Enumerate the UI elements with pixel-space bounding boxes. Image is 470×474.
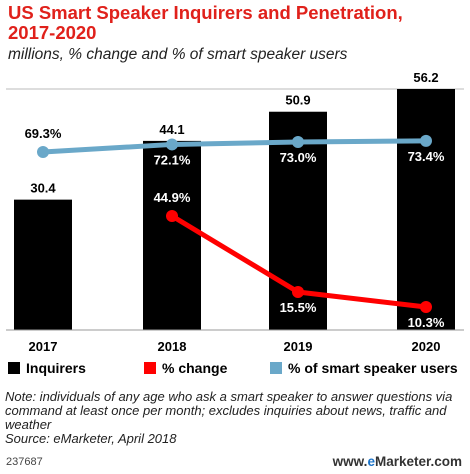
label-users-2017: 69.3% xyxy=(25,126,62,141)
point-change-2019 xyxy=(292,286,304,298)
label-users-2018: 72.1% xyxy=(154,152,191,167)
bar-label-2020: 56.2 xyxy=(413,70,438,85)
legend-swatch-inquirers xyxy=(8,362,20,374)
legend-item-inquirers: Inquirers xyxy=(8,360,86,376)
point-users-2020 xyxy=(420,134,432,147)
point-change-2020 xyxy=(420,301,432,313)
x-tick-2020: 2020 xyxy=(412,339,441,354)
point-users-2018 xyxy=(166,138,178,151)
chart-title: US Smart Speaker Inquirers and Penetrati… xyxy=(8,2,403,43)
label-change-2018: 44.9% xyxy=(154,190,191,205)
label-users-2019: 73.0% xyxy=(280,150,317,165)
legend: Inquirers % change % of smart speaker us… xyxy=(0,360,470,382)
point-users-2017 xyxy=(37,146,49,158)
footnote: Note: individuals of any age who ask a s… xyxy=(5,390,465,446)
label-change-2019: 15.5% xyxy=(280,300,317,315)
bar-label-2019: 50.9 xyxy=(285,93,310,108)
chart-subtitle: millions, % change and % of smart speake… xyxy=(8,46,348,63)
bar-label-2017: 30.4 xyxy=(30,181,56,196)
footnote-note: Note: individuals of any age who ask a s… xyxy=(5,389,453,432)
series-line-users xyxy=(42,138,427,155)
x-tick-2019: 2019 xyxy=(284,339,313,354)
brand-e: e xyxy=(367,454,375,469)
bar-label-2018: 44.1 xyxy=(159,122,184,137)
legend-swatch-change xyxy=(144,362,156,374)
legend-swatch-users xyxy=(270,362,282,374)
combo-chart: 30.4 44.1 50.9 56.2 2017 2018 2019 2020 44.9% 15.… xyxy=(6,70,464,354)
legend-label-users: % of smart speaker users xyxy=(288,360,458,376)
point-users-2019 xyxy=(292,136,304,149)
chart-id: 237687 xyxy=(6,456,43,468)
x-tick-2018: 2018 xyxy=(158,339,187,354)
label-users-2020: 73.4% xyxy=(408,149,445,164)
bar-2018 xyxy=(143,140,201,330)
bar-2020 xyxy=(397,89,455,330)
brand-suffix: Marketer.com xyxy=(374,454,462,469)
legend-label-inquirers: Inquirers xyxy=(26,360,86,376)
brand-prefix: www. xyxy=(332,454,368,469)
legend-item-users: % of smart speaker users xyxy=(270,360,458,376)
footnote-source: Source: eMarketer, April 2018 xyxy=(5,431,177,446)
x-tick-2017: 2017 xyxy=(29,339,58,354)
label-change-2020: 10.3% xyxy=(408,315,445,330)
brand-logo[interactable]: www.eMarketer.com xyxy=(333,454,462,469)
bar-2017 xyxy=(14,199,72,330)
point-change-2018 xyxy=(166,210,178,222)
legend-label-change: % change xyxy=(162,360,228,376)
legend-item-change: % change xyxy=(144,360,227,376)
